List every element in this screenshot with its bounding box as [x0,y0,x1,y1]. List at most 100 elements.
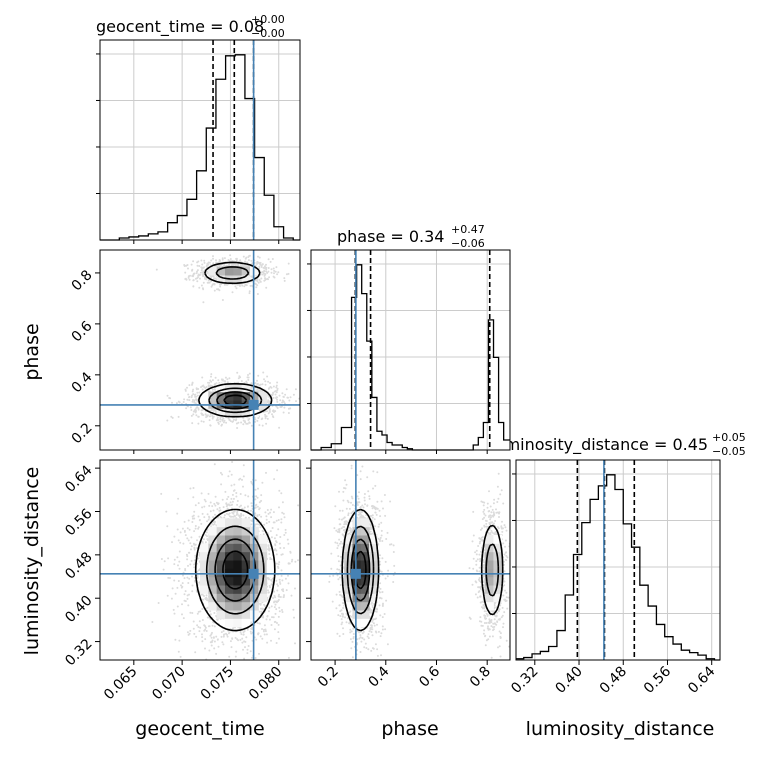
density-cell [241,576,251,586]
density-cell [344,601,353,611]
density-cell [360,526,370,536]
density-cell [344,560,353,569]
ytick-label-luminosity-distance: 0.56 [62,506,95,539]
density-cell [485,560,494,569]
density-cell [369,535,378,544]
density-cell [233,593,243,603]
diag-panel-luminosity-distance [512,459,721,661]
title-luminosity-distance-minus: −0.05 [712,445,746,458]
density-cell [241,593,251,603]
density-cell [216,275,226,284]
density-cell [233,560,243,569]
panel-frame [99,249,301,451]
xtick-label-geocent-time: 0.080 [246,664,286,704]
contour-level-3 [350,538,371,602]
panel-content [100,250,300,450]
density-cell [200,576,209,586]
density-cell [225,535,234,544]
density-cell [344,593,353,603]
density-cell [233,585,243,594]
diag-panel-geocent-time [96,39,301,241]
contour-level-2 [346,525,500,615]
density-cell [225,576,234,586]
density-cell [485,593,494,603]
density-cell [493,585,503,594]
title-luminosity-distance: luminosity_distance = 0.45 [490,435,708,455]
xtick-label-geocent-time: 0.065 [101,664,141,704]
histogram-geocent-time [100,54,300,241]
density-cell [258,543,268,553]
ylabel-luminosity-distance: luminosity_distance [21,467,43,656]
scatter-panel-geocent-time-vs-phase [99,249,301,451]
density-cell [241,585,251,594]
density-cell [208,568,218,578]
panel-background [311,250,510,450]
xtick-label-phase: 0.4 [366,663,393,690]
density-cell [369,543,378,553]
xlabel-luminosity-distance: luminosity_distance [526,718,715,740]
density-cell [352,618,362,628]
density-cell [241,266,251,276]
ytick-label-phase: 0.2 [69,420,96,447]
scatter-panel-geocent-time-vs-luminosity-distance [99,459,301,661]
density-cell [208,576,218,586]
density-cell [360,585,370,594]
contour-level-4 [222,550,249,590]
density-cell [233,518,243,528]
density-cell [233,610,243,619]
panel-frame [99,459,301,661]
density-cell [216,551,226,561]
density-cell [241,568,251,578]
density-cell [485,551,494,561]
contour-level-1 [341,508,504,632]
contour-level-1 [194,508,276,632]
density-cell [241,275,251,284]
title-luminosity-distance-plus: +0.05 [712,431,746,444]
contour-level-3 [214,538,257,602]
ytick-label-luminosity-distance: 0.48 [62,549,95,582]
density-cell [208,585,218,594]
density-cell [208,535,218,544]
panel-frame [310,249,511,451]
contour-level-2 [205,525,265,615]
panel-background [100,250,300,450]
density-cell [216,535,226,544]
density-cell [266,560,276,569]
title-geocent-time-minus: −0.00 [251,27,285,40]
density-cell [241,618,251,628]
density-cell [225,518,234,528]
histogram-luminosity-distance [516,474,720,661]
truth-marker [350,568,361,579]
density-cell [258,593,268,603]
density-cell [360,551,370,561]
density-cell [241,383,251,393]
density-cell [241,535,251,544]
ytick-label-phase: 0.4 [69,369,96,396]
title-phase: phase = 0.34 [337,227,444,246]
density-cell [200,391,209,401]
density-cell [200,543,209,553]
density-cell [485,535,494,544]
density-cell [241,560,251,569]
xtick-label-luminosity-distance: 0.40 [552,664,585,697]
density-cell [369,585,378,594]
density-cell [208,526,218,536]
density-cell [241,408,251,418]
density-cell [216,518,226,528]
xtick-label-geocent-time: 0.070 [149,664,189,704]
xlabel-phase: phase [381,718,438,740]
density-cell [241,551,251,561]
scatter-panel-phase-vs-luminosity-distance [310,459,511,661]
xlabel-geocent-time: geocent_time [135,718,264,740]
panel-background [100,40,300,240]
density-cell [216,593,226,603]
ytick-label-luminosity-distance: 0.64 [62,462,95,495]
density-cell [241,526,251,536]
density-cell [493,543,503,553]
density-cell [216,408,226,418]
density-cell [225,601,234,611]
density-cell [208,543,218,553]
density-cell [493,593,503,603]
panel-content [100,460,300,660]
xtick-label-phase: 0.6 [416,663,443,690]
